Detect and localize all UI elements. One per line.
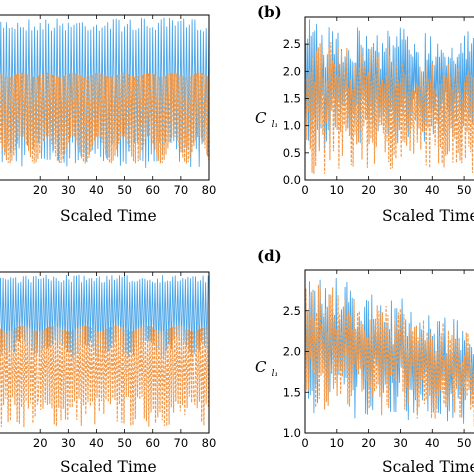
y-tick-label: 0.0 <box>283 173 301 187</box>
y-tick-label: 1.5 <box>283 385 301 399</box>
x-tick-label: 30 <box>61 183 76 197</box>
x-tick-label: 20 <box>361 183 376 197</box>
x-tick-label: 80 <box>202 436 217 450</box>
x-tick-label: 70 <box>174 183 189 197</box>
y-tick-label: 2.0 <box>283 64 301 78</box>
x-tick-label: 40 <box>425 436 440 450</box>
x-tick-label: 40 <box>89 436 104 450</box>
x-tick-label: 40 <box>89 183 104 197</box>
x-tick-label: 60 <box>145 436 160 450</box>
x-tick-label: 60 <box>145 183 160 197</box>
x-tick-label: 20 <box>33 183 48 197</box>
y-tick-label: 1.5 <box>283 92 301 106</box>
y-tick-label: 1.0 <box>283 426 301 440</box>
y-axis-title-d-main: C <box>255 358 267 376</box>
series-line-a-2 <box>0 72 210 164</box>
x-tick-label: 50 <box>117 183 132 197</box>
x-axis-title-a: Scaled Time <box>60 207 157 225</box>
panel-a: 20 30 40 50 60 70 80 Scaled Time <box>0 14 216 225</box>
x-tick-label: 20 <box>361 436 376 450</box>
y-tick-label: 2.5 <box>283 304 301 318</box>
series-line-b-2 <box>304 42 474 174</box>
x-tick-label: 0 <box>301 183 308 197</box>
x-tick-label: 80 <box>202 183 217 197</box>
panel-b: (b) C l₁ 0.00.51.01.52.02.5 0 10 20 30 40 50 … <box>255 3 474 225</box>
panel-c: 20 30 40 50 60 70 80 Scaled Time <box>0 271 216 474</box>
x-ticks-a: 20 30 40 50 60 70 80 <box>33 15 216 197</box>
series-line-c-2 <box>0 325 209 428</box>
x-ticks-d: 0 10 20 30 40 50 <box>301 270 471 450</box>
x-tick-label: 30 <box>393 183 408 197</box>
x-tick-label: 10 <box>329 183 344 197</box>
x-tick-label: 50 <box>457 436 472 450</box>
plot-area-b <box>304 19 474 174</box>
axes-frame-a <box>0 14 210 181</box>
y-axis-title-b-sub: l₁ <box>272 120 279 130</box>
x-tick-label: 0 <box>301 436 308 450</box>
x-ticks-c: 20 30 40 50 60 70 80 <box>33 272 216 450</box>
series-line-d-2 <box>304 284 474 428</box>
y-tick-label: 2.5 <box>283 37 301 51</box>
x-axis-title-b: Scaled Time <box>382 207 474 225</box>
panel-label-d: (d) <box>257 247 282 265</box>
y-ticks-d: 1.0 1.5 2.0 2.5 <box>283 304 309 440</box>
series-line-a-1 <box>0 17 210 168</box>
y-axis-title-b: C l₁ <box>255 108 278 130</box>
x-tick-label: 40 <box>425 183 440 197</box>
x-axis-title-d: Scaled Time <box>382 458 474 474</box>
panel-label-b: (b) <box>257 3 282 21</box>
y-axis-title-d-sub: l₁ <box>272 369 279 379</box>
series-line-c-1 <box>0 274 209 360</box>
x-axis-title-c: Scaled Time <box>60 458 157 474</box>
y-ticks-b: 0.0 0.5 1.0 1.5 2.0 2.5 <box>283 37 309 187</box>
panel-d: (d) C l₁ 1.0 1.5 2.0 2.5 0 10 20 30 40 50 Scaled… <box>255 247 474 474</box>
y-axis-title-d: C l₁ <box>255 357 278 379</box>
plot-area-a <box>0 17 210 168</box>
x-tick-label: 50 <box>457 183 472 197</box>
y-tick-label: 1.0 <box>283 119 301 133</box>
x-tick-label: 30 <box>61 436 76 450</box>
x-tick-label: 10 <box>329 436 344 450</box>
y-tick-label: 2.0 <box>283 345 301 359</box>
y-tick-label: 0.5 <box>283 146 301 160</box>
plot-area-c <box>0 274 209 428</box>
x-ticks-b: 0 10 20 30 40 50 <box>301 17 471 197</box>
x-tick-label: 50 <box>117 436 132 450</box>
y-axis-title-b-main: C <box>255 109 267 127</box>
x-tick-label: 70 <box>174 436 189 450</box>
x-tick-label: 30 <box>393 436 408 450</box>
plot-area-d <box>304 277 474 428</box>
x-tick-label: 20 <box>33 436 48 450</box>
axes-frame-c <box>0 271 210 434</box>
